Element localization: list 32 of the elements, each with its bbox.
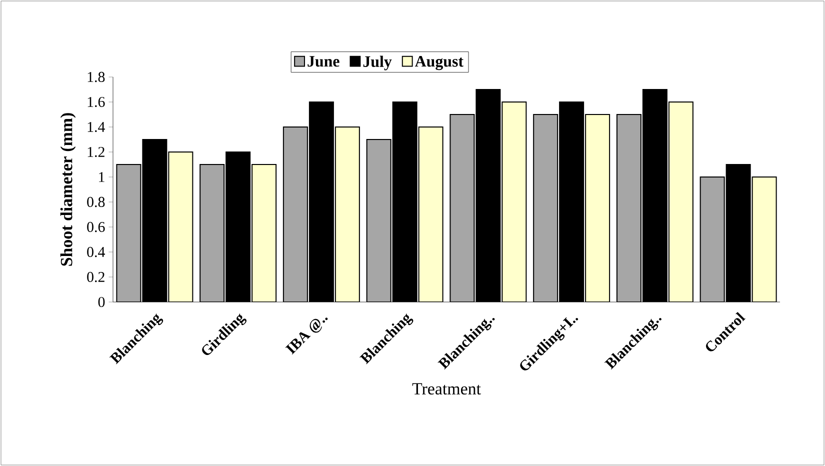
y-tick-label: 1 <box>99 172 104 182</box>
bar <box>116 164 142 302</box>
y-tick-label: 0.4 <box>87 246 105 258</box>
y-tick-label: 1.2 <box>88 146 104 158</box>
bar <box>366 138 392 302</box>
bar <box>252 164 277 302</box>
bar <box>616 114 642 302</box>
bar <box>585 114 610 302</box>
legend-label: June <box>308 56 340 67</box>
legend-label: August <box>414 56 464 70</box>
y-tick-label: 1.6 <box>88 96 105 108</box>
y-tick-label: 1.4 <box>88 122 105 132</box>
bar <box>668 101 694 302</box>
bar <box>168 151 194 302</box>
bar <box>700 176 725 302</box>
y-tick-label: 0 <box>98 296 105 308</box>
y-tick-label: 0.2 <box>87 272 104 282</box>
bar <box>334 126 360 302</box>
y-tick-label: 1.8 <box>88 72 105 82</box>
x-tick-label: IBA @.. <box>285 318 328 354</box>
bar <box>282 126 308 302</box>
x-axis-title: Treatment <box>412 383 481 395</box>
bar <box>502 101 527 302</box>
bar <box>450 114 475 302</box>
legend-label: July <box>363 56 392 70</box>
y-tick-label: 0.8 <box>87 196 105 208</box>
bar <box>418 126 444 302</box>
bar <box>533 114 558 302</box>
bar <box>200 164 225 302</box>
y-tick-label: 0.6 <box>87 222 105 232</box>
bar <box>752 176 777 302</box>
y-axis-title: Shoot diameter (mm) <box>60 113 76 266</box>
